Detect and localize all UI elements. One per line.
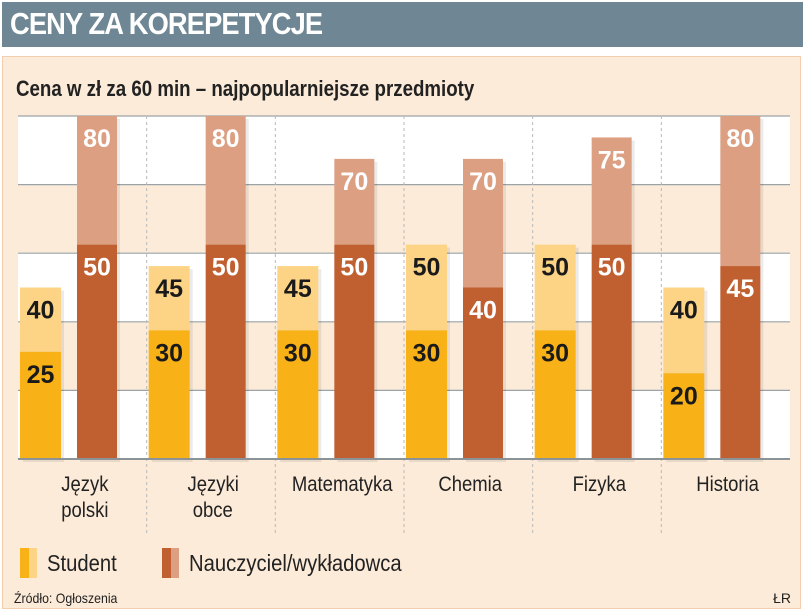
bar-min-student [663,373,705,459]
grid-band [18,116,790,185]
chart-title: CENY ZA KOREPETYCJE [10,6,323,41]
bar-min-student [148,330,190,459]
legend-swatch-student [20,548,37,578]
data-label-min: 30 [413,339,441,367]
data-label-max: 40 [27,297,55,325]
data-label-min: 25 [27,361,55,389]
legend-label-teacher: Nauczyciel/wykładowca [189,549,402,576]
legend: Student Nauczyciel/wykładowca [20,547,439,579]
data-label-min: 30 [155,339,183,367]
bar-max-student [277,266,319,331]
data-label-min: 50 [83,254,111,282]
chart-subtitle: Cena w zł za 60 min – najpopularniejsze … [16,76,475,101]
bar-max-teacher [334,158,375,245]
bar-min-teacher [720,266,761,459]
bar-max-teacher [463,158,503,288]
data-label-min: 20 [670,382,698,410]
source-note: Źródło: Ogłoszenia [14,590,118,606]
data-label-min: 30 [541,339,569,367]
data-label-max: 70 [469,168,497,196]
data-label-min: 50 [212,254,240,282]
category-label: Język polski [60,473,109,522]
data-label-max: 70 [340,168,368,196]
bar-max-student [406,244,447,331]
data-label-min: 50 [598,254,626,282]
bar-min-student [20,351,61,459]
legend-label-student: Student [47,549,117,576]
legend-swatch-teacher [162,548,180,578]
data-label-max: 45 [155,275,183,303]
author-credit: ŁR [773,590,791,606]
bar-min-teacher [77,244,117,459]
bar-max-student [148,266,190,331]
bar-min-teacher [591,244,632,459]
data-label-max: 80 [726,125,754,153]
category-label: Chemia [438,473,503,496]
bar-max-teacher [720,116,761,267]
title-bar: CENY ZA KOREPETYCJE [2,2,803,47]
bar-max-teacher [77,116,117,245]
category-label: Matematyka [291,473,393,496]
data-label-min: 45 [726,275,754,303]
category-label: Fizyka [572,473,626,496]
bar-max-student [534,244,576,331]
bar-max-student [663,287,705,374]
data-label-max: 50 [413,254,441,282]
bar-max-student [20,287,61,352]
data-label-max: 50 [541,254,569,282]
data-label-max: 80 [212,125,240,153]
bar-min-student [534,330,576,459]
bar-min-teacher [334,244,375,459]
data-label-min: 40 [469,297,497,325]
data-label-max: 75 [598,146,626,174]
bar-min-student [277,330,319,459]
data-label-min: 30 [284,339,312,367]
data-label-min: 50 [340,254,368,282]
category-label: Historia [696,473,760,496]
bar-max-teacher [205,116,246,245]
data-label-max: 45 [284,275,312,303]
category-label: Języki obce [187,473,239,522]
data-label-max: 40 [670,297,698,325]
bar-min-student [406,330,447,459]
bar-min-teacher [463,287,503,459]
data-label-max: 80 [83,125,111,153]
bar-min-teacher [205,244,246,459]
bar-max-teacher [591,137,632,245]
